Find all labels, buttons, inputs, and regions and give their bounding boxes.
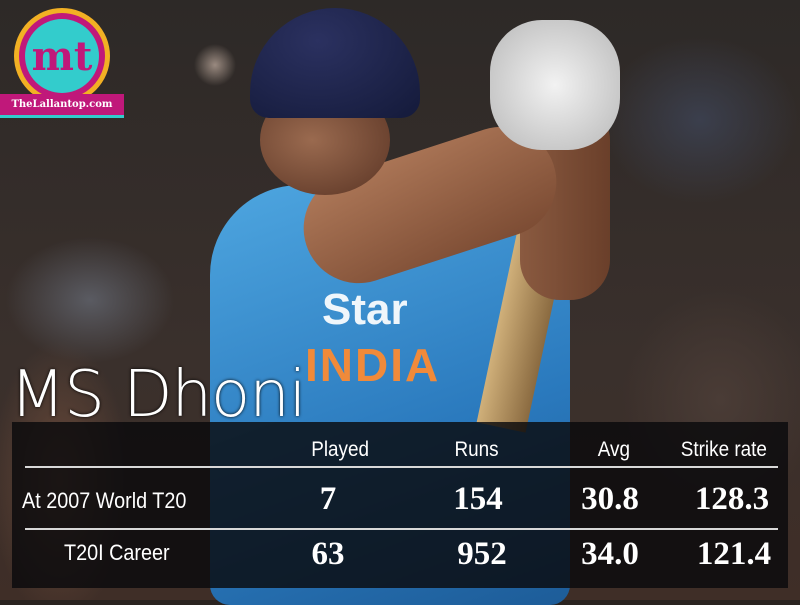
cell-runs: 952: [457, 536, 507, 572]
jersey-sponsor: Star: [322, 285, 408, 334]
cell-played: 63: [311, 536, 345, 572]
helmet: [250, 8, 420, 118]
player-name-title: MS Dhoni: [10, 358, 307, 432]
svg-text:mt: mt: [32, 33, 93, 80]
cell-strike-rate: 121.4: [696, 536, 772, 572]
cell-avg: 30.8: [581, 481, 639, 517]
row-label: At 2007 World T20: [22, 488, 187, 513]
lallantop-logo-icon: mt: [14, 8, 110, 104]
divider: [25, 466, 778, 468]
stats-panel: [12, 422, 788, 588]
batting-gloves: [490, 20, 620, 150]
cell-avg: 34.0: [581, 536, 639, 572]
cell-strike-rate: 128.3: [694, 481, 770, 517]
header-played: Played: [311, 438, 370, 461]
header-strike-rate: Strike rate: [680, 438, 767, 461]
cell-played: 7: [319, 481, 337, 517]
row-label: T20I Career: [64, 540, 170, 565]
header-runs: Runs: [454, 438, 499, 461]
jersey-team: INDIA: [305, 339, 441, 391]
logo-site-name: TheLallantop.com: [0, 94, 124, 118]
header-avg: Avg: [597, 438, 631, 461]
divider: [25, 528, 778, 530]
cell-runs: 154: [453, 481, 503, 517]
